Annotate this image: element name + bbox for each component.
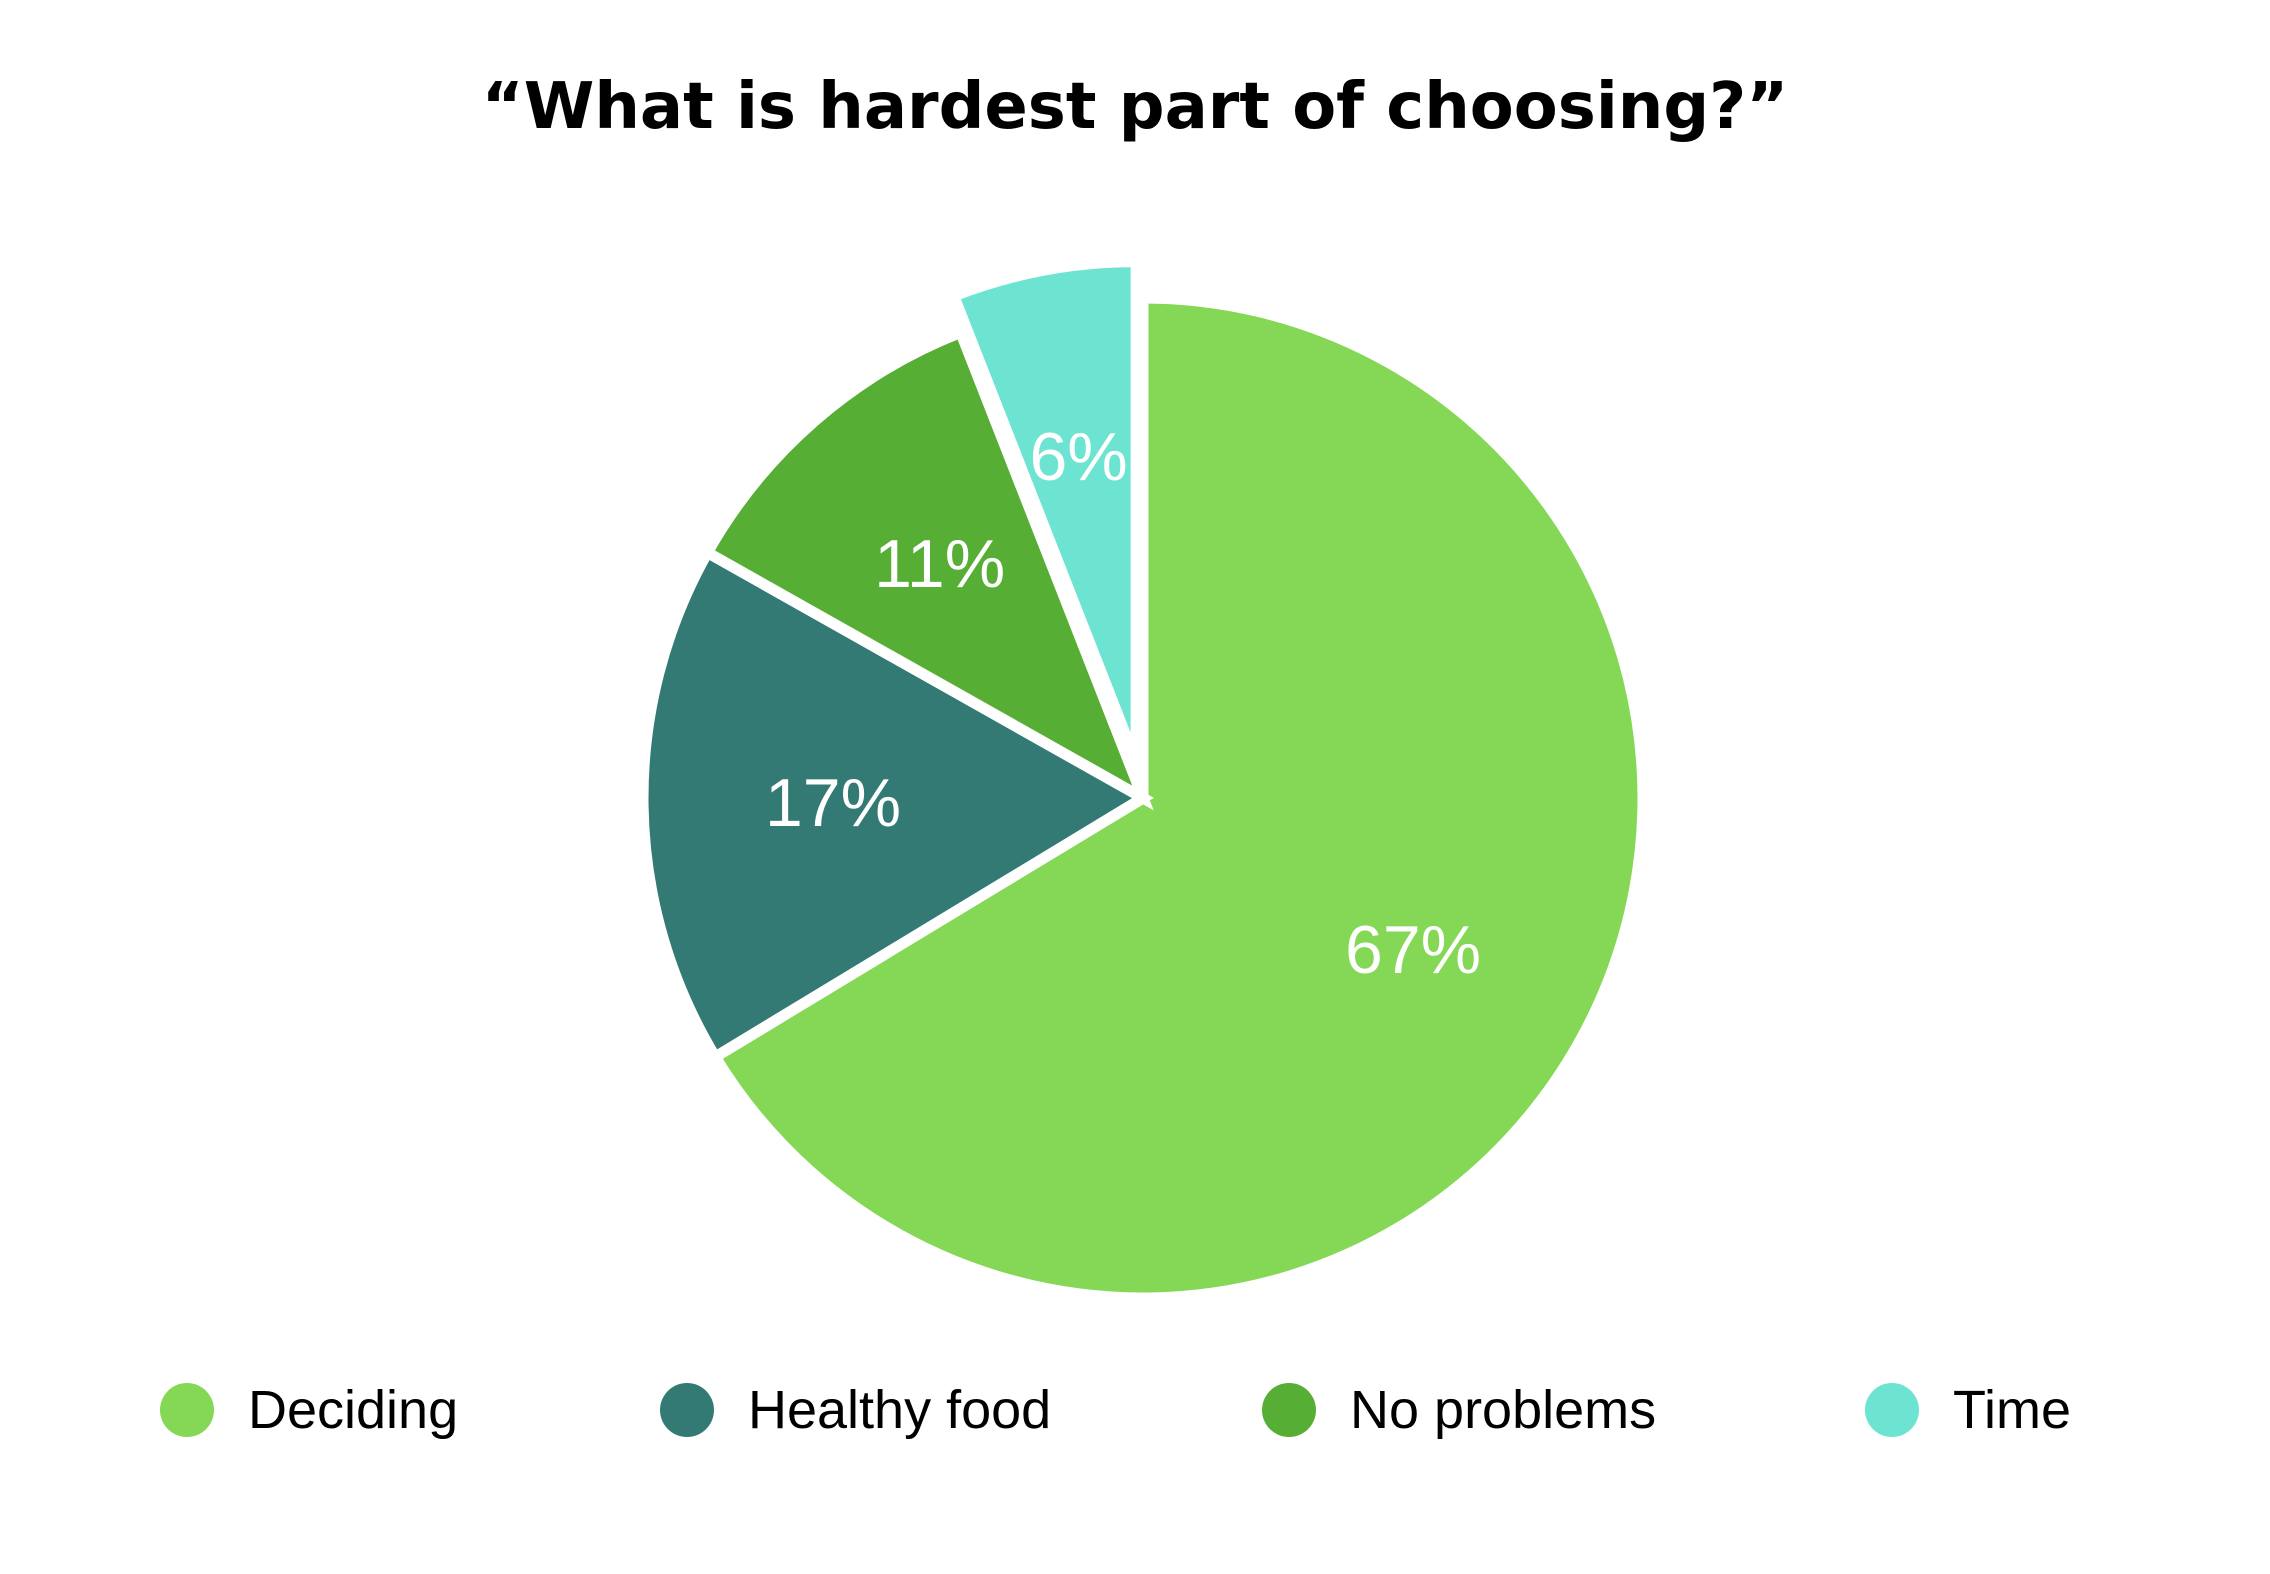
pie-slices: [637, 256, 1649, 1304]
pie-slice-deciding: [707, 292, 1649, 1304]
legend-swatch-healthy-food: [660, 1383, 714, 1437]
pie-label-healthy-food: 17%: [765, 765, 901, 841]
legend-label-time: Time: [1953, 1380, 2071, 1440]
legend-swatch-no-problems: [1262, 1383, 1316, 1437]
legend-item-healthy-food: Healthy food: [660, 1370, 1051, 1450]
legend-swatch-time: [1865, 1383, 1919, 1437]
pie-slice-no-problems: [699, 325, 1154, 811]
legend-label-no-problems: No problems: [1350, 1380, 1657, 1440]
legend-item-deciding: Deciding: [160, 1370, 458, 1450]
pie-slice-labels: 67% 17% 11% 6%: [765, 419, 1481, 988]
legend-label-deciding: Deciding: [248, 1380, 459, 1440]
pie-label-no-problems: 11%: [874, 526, 1005, 602]
chart-title: “What is hardest part of choosing?”: [481, 70, 1789, 144]
legend-item-time: Time: [1865, 1370, 2071, 1450]
legend-label-healthy-food: Healthy food: [748, 1380, 1052, 1440]
legend-swatch-deciding: [160, 1383, 214, 1437]
pie-label-time: 6%: [1029, 419, 1127, 495]
legend-item-no-problems: No problems: [1262, 1370, 1656, 1450]
pie-slice-time: [946, 256, 1142, 764]
pie-slice-healthy-food: [637, 545, 1154, 1065]
legend: Deciding Healthy food No problems Time: [0, 1370, 2270, 1450]
pie-label-deciding: 67%: [1345, 912, 1481, 988]
